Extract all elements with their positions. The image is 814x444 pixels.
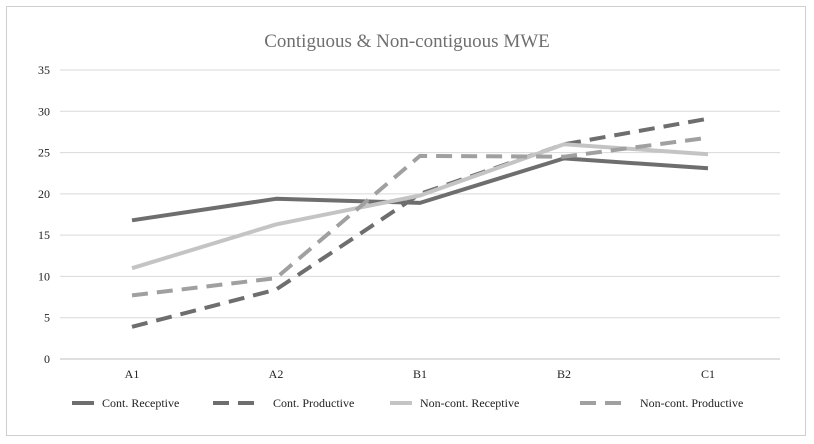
legend: Cont. Receptive Cont. Productive Non-cont.…: [72, 396, 743, 410]
chart-title: Contiguous & Non-contiguous MWE: [264, 31, 550, 52]
x-tick-label: C1: [701, 367, 715, 381]
legend-label: Cont. Receptive: [102, 396, 179, 410]
legend-label: Non-cont. Productive: [640, 396, 743, 410]
y-tick-label: 5: [44, 311, 50, 325]
x-tick-label: A1: [125, 367, 140, 381]
x-axis-ticks: A1 A2 B1 B2 C1: [125, 367, 715, 381]
legend-label: Cont. Productive: [273, 396, 354, 410]
legend-label: Non-cont. Receptive: [420, 396, 519, 410]
series-line-0: [131, 156, 709, 223]
x-tick-label: B2: [557, 367, 571, 381]
y-tick-label: 35: [38, 63, 50, 77]
x-tick-label: A2: [269, 367, 284, 381]
series-lines: [131, 116, 709, 329]
y-tick-label: 20: [38, 187, 50, 201]
y-tick-label: 25: [38, 146, 50, 160]
y-tick-label: 0: [44, 352, 50, 366]
y-tick-label: 30: [38, 104, 50, 118]
y-axis-ticks: 0 5 10 15 20 25 30 35: [38, 63, 50, 366]
y-tick-label: 10: [38, 269, 50, 283]
x-tick-label: B1: [413, 367, 427, 381]
y-tick-label: 15: [38, 228, 50, 242]
